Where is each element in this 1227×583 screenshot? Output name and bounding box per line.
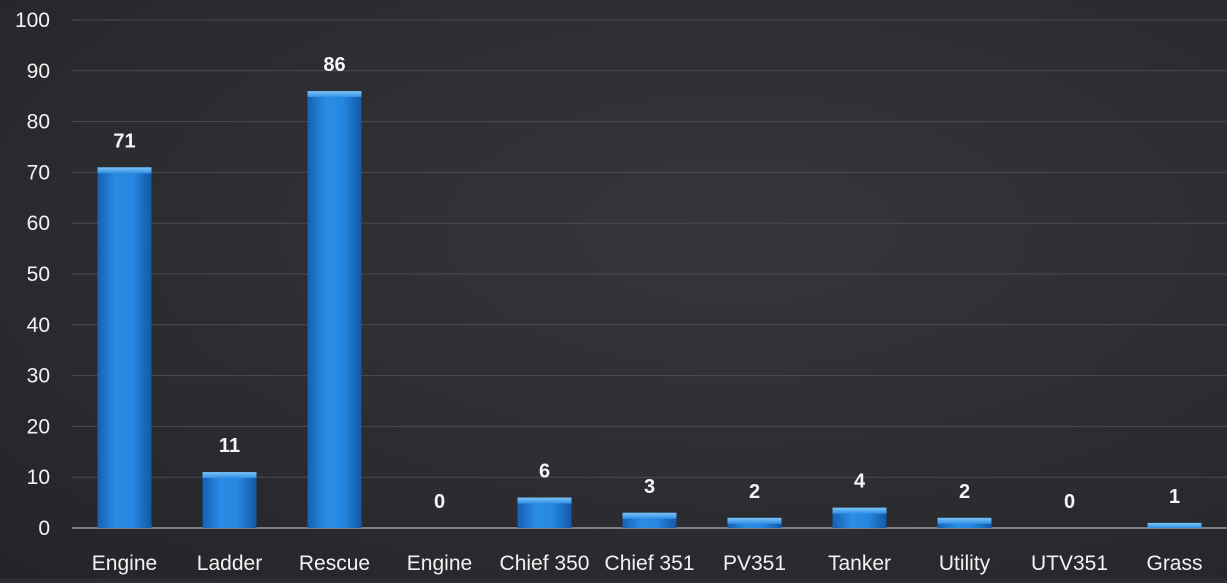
x-tick-label: PV351 bbox=[723, 552, 786, 575]
y-tick-label: 50 bbox=[27, 263, 50, 286]
bar-group bbox=[832, 507, 887, 528]
bar-highlight bbox=[727, 517, 782, 524]
data-label: 86 bbox=[323, 54, 345, 76]
bar bbox=[97, 167, 152, 528]
gridlines bbox=[72, 19, 1227, 529]
bar-highlight bbox=[97, 167, 152, 174]
bar-highlight bbox=[622, 512, 677, 519]
y-axis: 0 10 20 30 40 50 60 70 80 90 100 bbox=[15, 9, 50, 540]
y-tick-label: 70 bbox=[27, 161, 50, 184]
data-label: 11 bbox=[219, 435, 240, 457]
bar-group bbox=[1147, 522, 1202, 528]
data-label: 4 bbox=[854, 471, 866, 493]
y-tick-label: 60 bbox=[27, 212, 50, 235]
bar-group bbox=[517, 497, 572, 528]
y-tick-label: 10 bbox=[27, 466, 50, 489]
bar-highlight bbox=[202, 472, 257, 479]
y-tick-label: 90 bbox=[27, 60, 50, 83]
bar-highlight bbox=[832, 507, 887, 514]
bar bbox=[307, 91, 362, 529]
bar-group bbox=[937, 517, 992, 528]
x-tick-label: Chief 351 bbox=[605, 552, 695, 575]
x-tick-label: Grass bbox=[1146, 552, 1202, 575]
bar-group bbox=[622, 512, 677, 528]
bar-highlight bbox=[517, 497, 572, 504]
bar-highlight bbox=[307, 91, 362, 98]
data-label: 3 bbox=[644, 476, 655, 498]
data-label: 0 bbox=[434, 491, 445, 513]
bar-group bbox=[307, 91, 362, 529]
data-label: 71 bbox=[113, 130, 135, 152]
bar-group bbox=[202, 472, 257, 528]
bar-highlight bbox=[937, 517, 992, 524]
x-tick-label: Rescue bbox=[299, 552, 370, 575]
x-tick-label: Engine bbox=[407, 552, 472, 575]
x-axis: Engine Ladder Rescue Engine Chief 350 Chief 3… bbox=[92, 552, 1203, 575]
bars bbox=[97, 91, 1202, 529]
bar-group bbox=[97, 167, 152, 528]
y-tick-label: 100 bbox=[15, 9, 50, 32]
x-tick-label: Utility bbox=[939, 552, 991, 575]
data-label: 0 bbox=[1064, 491, 1075, 513]
bar-group bbox=[727, 517, 782, 528]
y-tick-label: 80 bbox=[27, 111, 50, 134]
y-tick-label: 30 bbox=[27, 365, 50, 388]
data-label: 2 bbox=[959, 481, 970, 503]
data-label: 1 bbox=[1169, 486, 1180, 508]
y-tick-label: 40 bbox=[27, 314, 50, 337]
data-label: 6 bbox=[539, 461, 550, 483]
x-tick-label: Chief 350 bbox=[500, 552, 590, 575]
data-label: 2 bbox=[749, 481, 760, 503]
bar-highlight bbox=[1147, 522, 1202, 528]
x-tick-label: Ladder bbox=[197, 552, 262, 575]
x-tick-label: UTV351 bbox=[1031, 552, 1108, 575]
y-tick-label: 20 bbox=[27, 415, 50, 438]
x-tick-label: Engine bbox=[92, 552, 157, 575]
x-tick-label: Tanker bbox=[828, 552, 891, 575]
bar bbox=[202, 472, 257, 528]
data-labels: 71 11 86 0 6 3 2 4 2 0 1 bbox=[113, 54, 1180, 513]
y-tick-label: 0 bbox=[38, 517, 50, 540]
